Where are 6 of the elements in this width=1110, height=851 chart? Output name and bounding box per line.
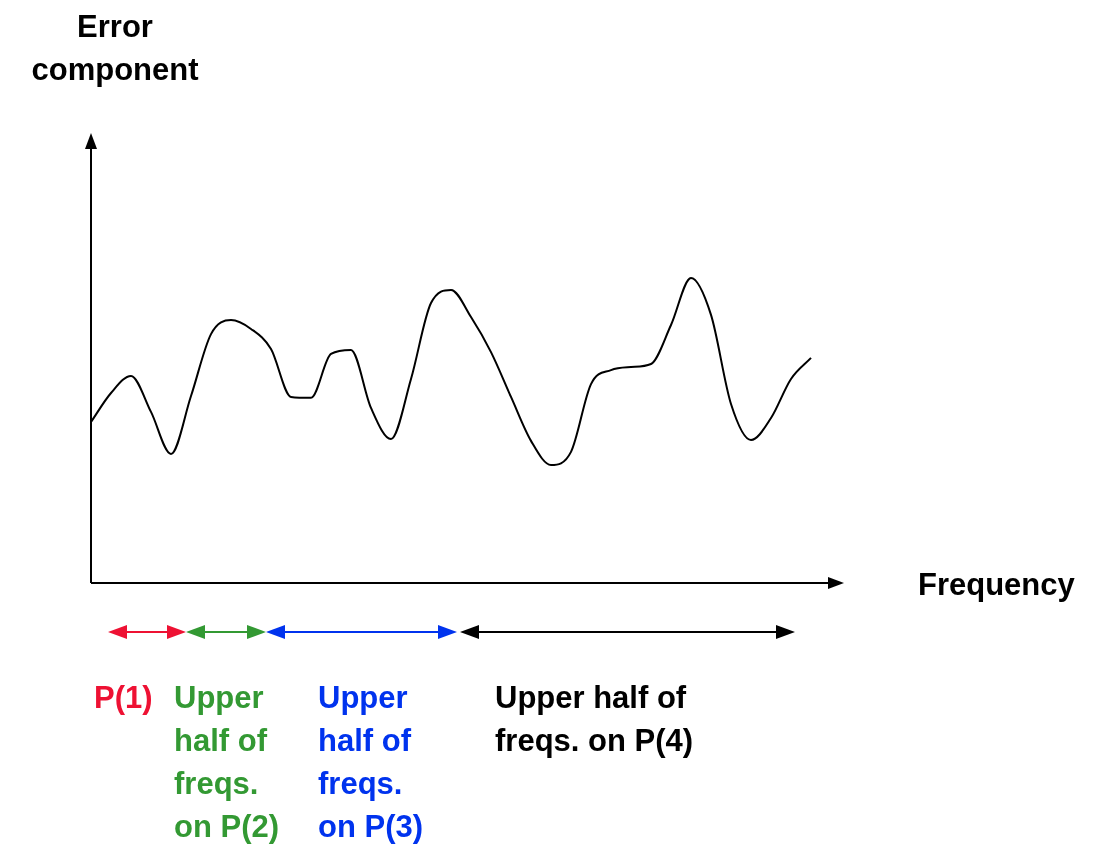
text: Upper half of freqs. on P(2): [174, 679, 281, 846]
x-axis-title: Frequency: [918, 566, 1075, 604]
text: Upper half of freqs. on P(3): [318, 679, 425, 846]
text: Upper half of freqs. on P(4): [495, 679, 695, 760]
text: P(1): [94, 680, 153, 715]
text: Error component: [30, 8, 200, 89]
